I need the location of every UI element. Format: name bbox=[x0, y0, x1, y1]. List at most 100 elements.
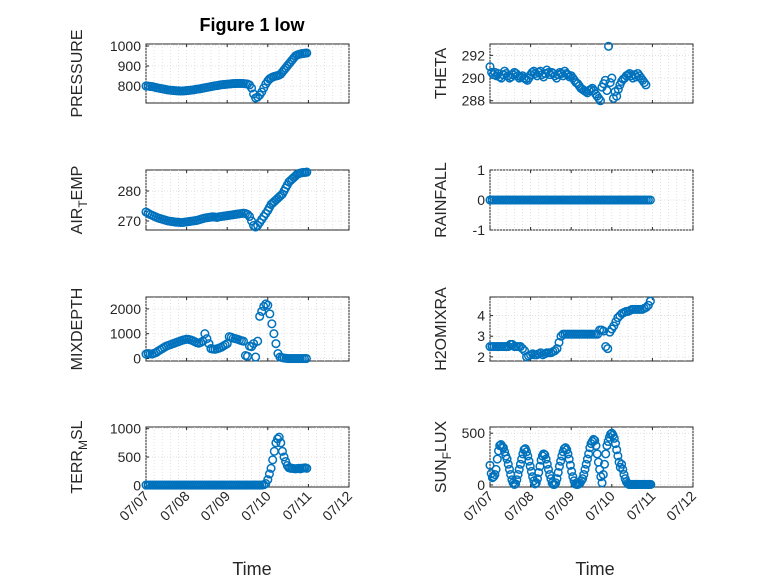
data-point bbox=[202, 334, 212, 344]
data-point bbox=[603, 344, 613, 354]
data-point bbox=[513, 470, 523, 480]
axes-box bbox=[489, 296, 694, 362]
data-point bbox=[511, 479, 521, 489]
data-point bbox=[268, 455, 278, 465]
data-point bbox=[556, 456, 566, 466]
y-tick-label: 900 bbox=[118, 58, 142, 74]
data-point bbox=[564, 454, 574, 464]
data-point bbox=[271, 339, 281, 349]
x-tick-label: 07/11 bbox=[279, 488, 315, 524]
y-tick-label: 290 bbox=[462, 70, 486, 86]
data-point bbox=[532, 474, 543, 484]
data-point bbox=[251, 352, 261, 362]
data-point bbox=[247, 216, 257, 226]
subplot-1: 800 900 1000 PRESSURE bbox=[69, 29, 350, 118]
data-point bbox=[582, 454, 592, 464]
data-point bbox=[238, 336, 248, 346]
data-point bbox=[517, 344, 528, 354]
data-point bbox=[264, 469, 274, 479]
data-point bbox=[616, 459, 627, 469]
data-point bbox=[302, 167, 312, 177]
y-tick-label: 500 bbox=[118, 449, 142, 465]
data-point bbox=[591, 441, 601, 451]
data-point bbox=[492, 454, 502, 464]
data-point bbox=[613, 84, 623, 94]
data-point bbox=[614, 457, 624, 467]
y-axis-label: SUNFLUX bbox=[433, 421, 454, 494]
data-point bbox=[521, 447, 532, 457]
data-point bbox=[618, 464, 628, 474]
data-point bbox=[595, 96, 605, 106]
data-point bbox=[645, 195, 655, 205]
data-point bbox=[562, 445, 572, 455]
y-axis-label: RAINFALL bbox=[433, 162, 450, 238]
x-tick-label: 07/10 bbox=[238, 488, 274, 524]
y-axis-label: MIXDEPTH bbox=[69, 288, 86, 371]
data-point bbox=[542, 459, 552, 469]
data-point bbox=[512, 475, 522, 485]
y-tick-label: 1000 bbox=[110, 38, 141, 54]
data-point bbox=[530, 479, 540, 489]
data-point bbox=[279, 452, 289, 462]
y-tick-label: 800 bbox=[118, 78, 142, 94]
x-tick-label: 07/09 bbox=[197, 488, 233, 524]
y-tick-label: -1 bbox=[473, 222, 486, 238]
data-point bbox=[584, 449, 594, 459]
data-point bbox=[504, 464, 515, 474]
data-point bbox=[578, 474, 588, 484]
data-point bbox=[552, 344, 562, 354]
subplot-8: 0 500 07/07 07/08 07/09 07/10 07/11 07/12 SUNFLU… bbox=[433, 421, 699, 524]
x-tick-label: 07/10 bbox=[582, 488, 618, 524]
data-point bbox=[613, 451, 623, 461]
y-axis-label: AIRTEMP bbox=[69, 166, 90, 235]
data-point bbox=[604, 41, 614, 51]
data-point bbox=[497, 442, 507, 452]
data-point bbox=[514, 464, 524, 474]
data-point bbox=[590, 435, 600, 445]
y-tick-label: 3 bbox=[477, 328, 485, 344]
data-point bbox=[550, 479, 560, 489]
data-point bbox=[645, 296, 655, 306]
x-tick-label: 07/09 bbox=[541, 488, 577, 524]
y-tick-label: 292 bbox=[462, 47, 486, 63]
data-point bbox=[539, 449, 549, 459]
data-point bbox=[602, 441, 612, 451]
data-point bbox=[609, 433, 619, 443]
subplot-5: 0 1000 2000 MIXDEPTH bbox=[69, 288, 350, 371]
x-axis-label-right: Time bbox=[575, 559, 614, 579]
data-point bbox=[531, 478, 541, 488]
x-tick-label: 07/12 bbox=[663, 488, 699, 524]
data-point bbox=[534, 467, 544, 478]
data-point bbox=[257, 306, 267, 316]
data-point bbox=[490, 470, 500, 480]
x-tick-label: 07/07 bbox=[460, 488, 496, 524]
data-point bbox=[639, 78, 649, 88]
data-point bbox=[641, 80, 651, 90]
data-point bbox=[612, 445, 622, 455]
data-point bbox=[601, 449, 611, 459]
data-point bbox=[266, 463, 276, 473]
data-point bbox=[265, 309, 275, 319]
data-point bbox=[302, 48, 312, 58]
y-axis-label: THETA bbox=[433, 48, 450, 100]
data-point bbox=[553, 467, 563, 478]
data-point bbox=[502, 454, 512, 464]
data-point bbox=[247, 83, 257, 93]
y-tick-label: 500 bbox=[462, 425, 486, 441]
subplot-2: 288 290 292 THETA bbox=[433, 41, 694, 109]
data-point bbox=[503, 459, 513, 469]
x-tick-label: 07/11 bbox=[623, 488, 659, 524]
y-tick-label: 288 bbox=[462, 93, 486, 109]
x-tick-label: 07/08 bbox=[501, 488, 537, 524]
y-tick-label: 2000 bbox=[110, 301, 141, 317]
data-point bbox=[253, 336, 263, 346]
y-tick-label: 0 bbox=[477, 192, 485, 208]
data-point bbox=[485, 460, 495, 470]
figure-title: Figure 1 low bbox=[199, 15, 305, 35]
subplot-4: -1 0 1 RAINFALL bbox=[433, 162, 694, 238]
y-tick-label: 2 bbox=[477, 349, 485, 365]
data-point bbox=[610, 439, 621, 449]
data-point bbox=[596, 472, 606, 482]
data-point bbox=[552, 474, 562, 484]
